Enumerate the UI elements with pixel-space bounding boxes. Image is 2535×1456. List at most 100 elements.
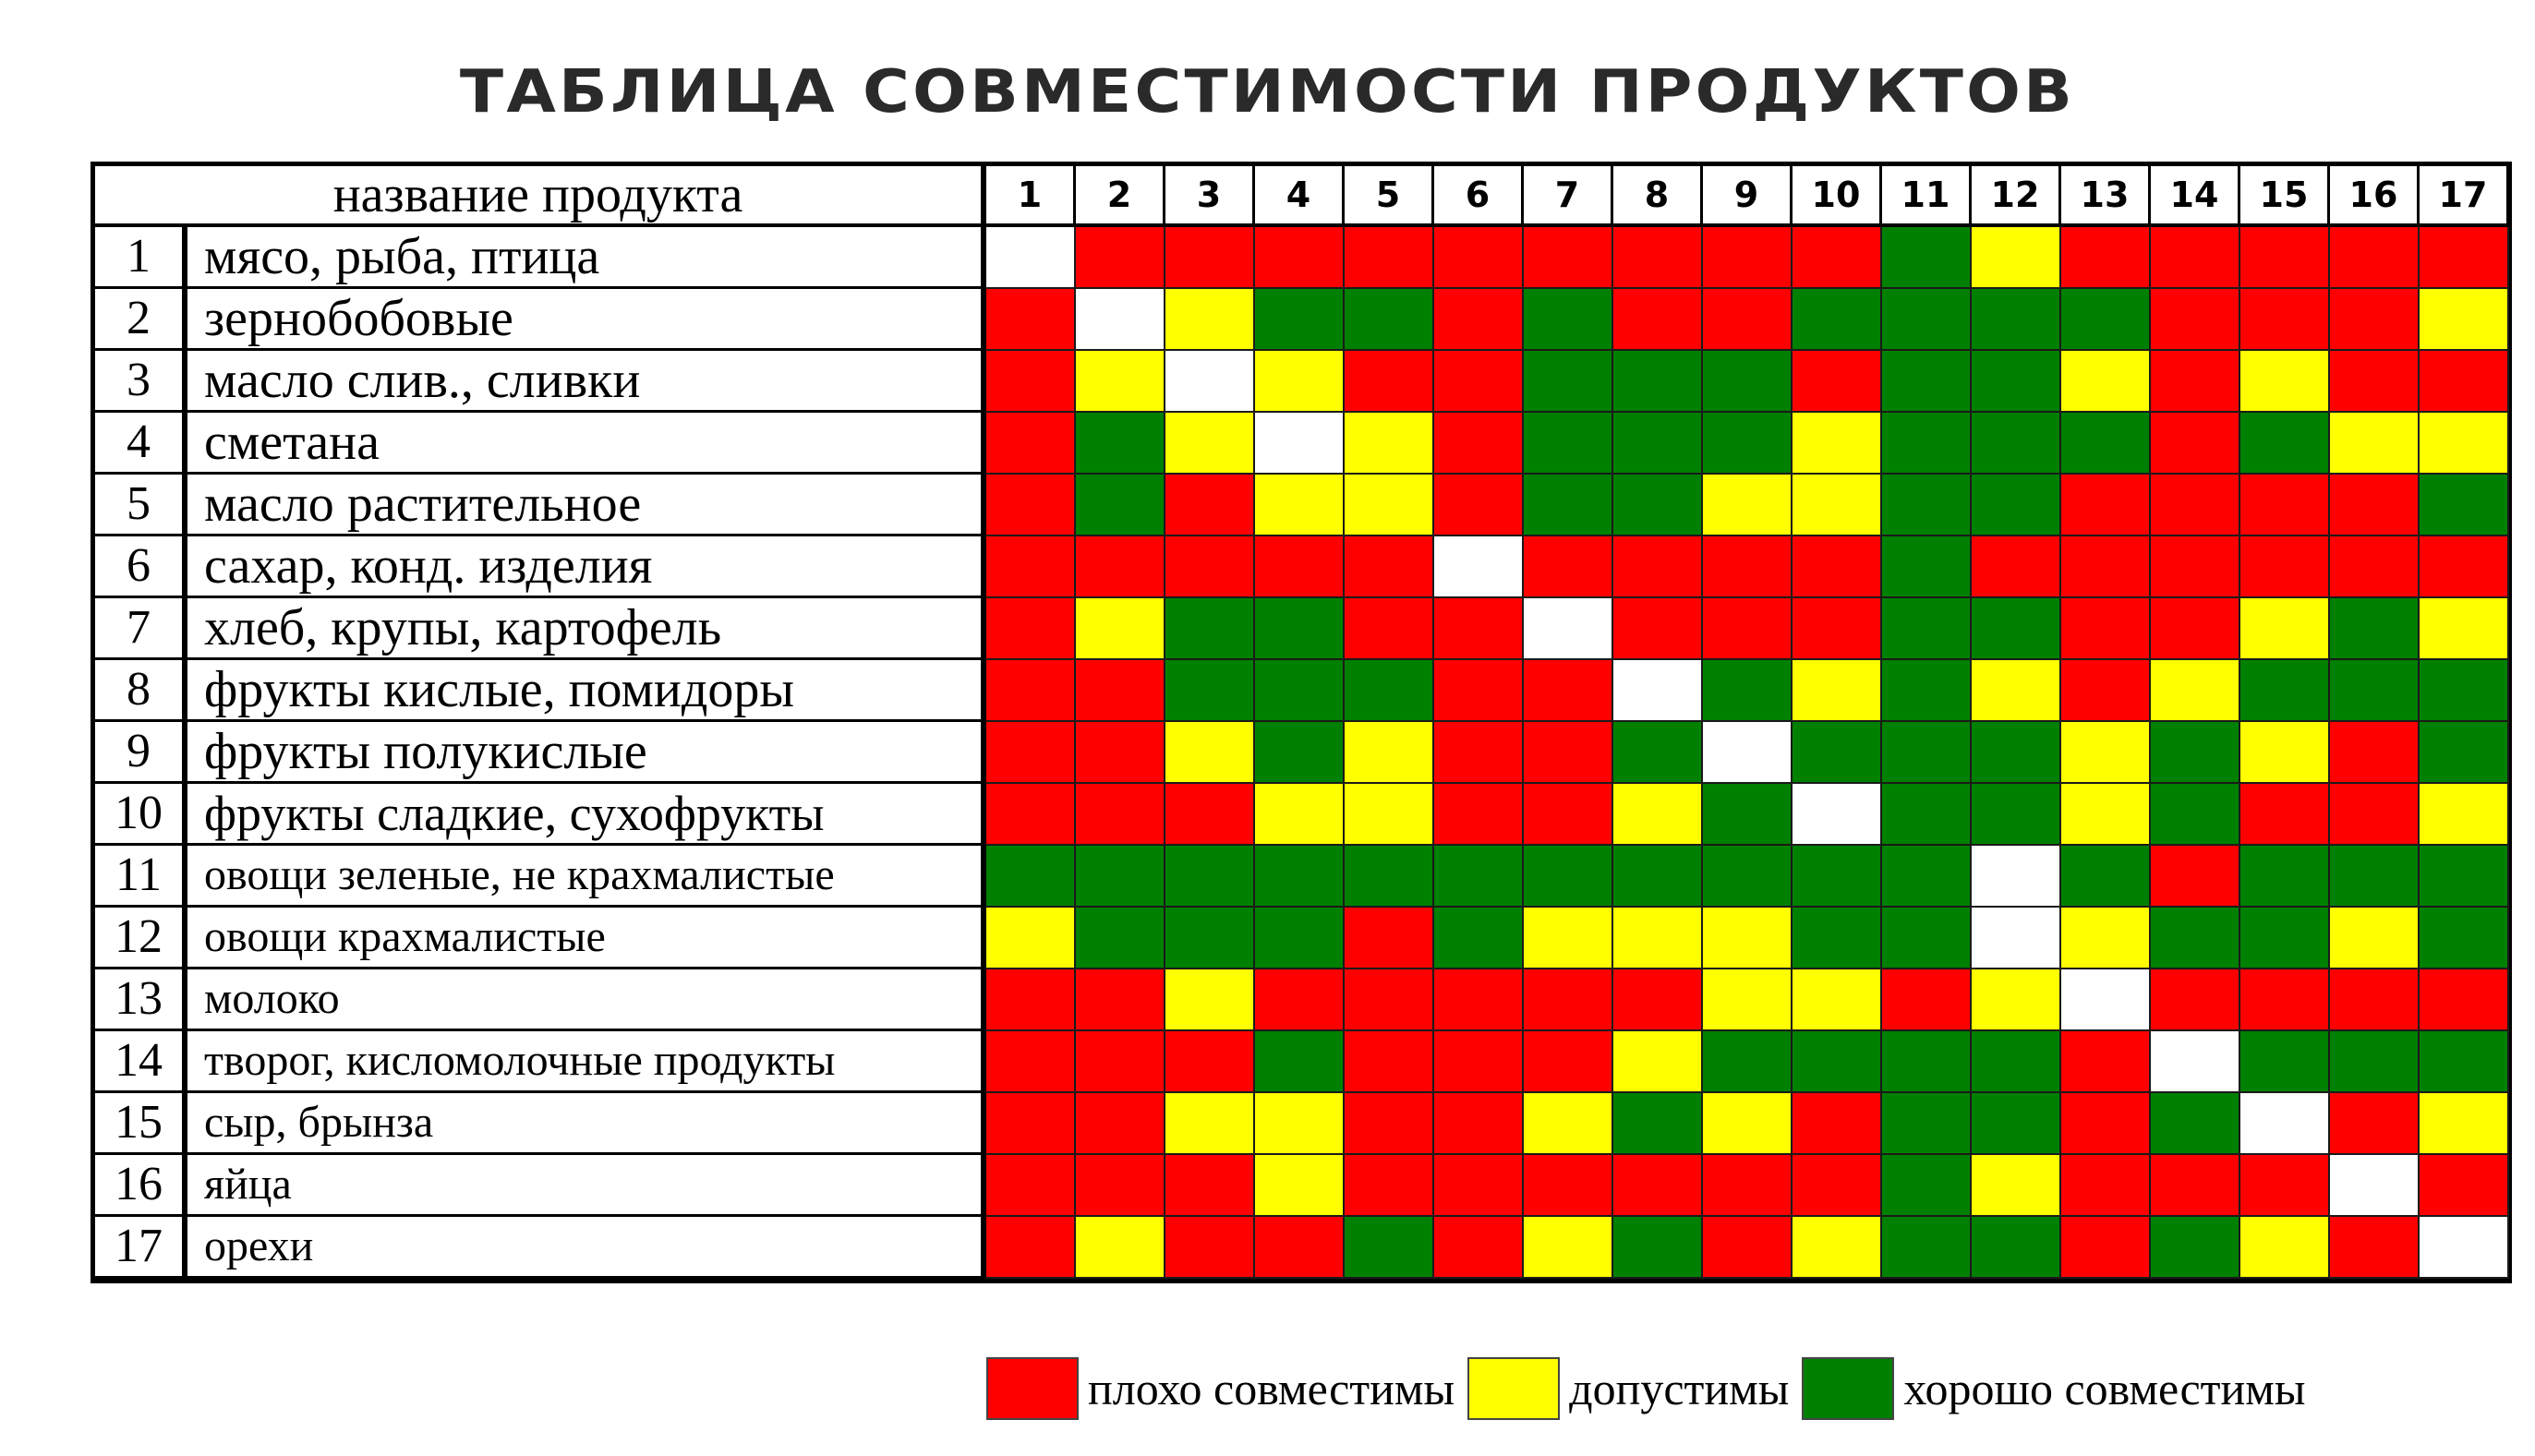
row-product-name: сметана <box>187 413 986 475</box>
compat-cell <box>1524 536 1613 598</box>
compat-cell <box>2061 289 2151 351</box>
compat-cell <box>1613 475 1703 536</box>
compat-cell <box>1882 1217 1972 1279</box>
compat-cell <box>2420 784 2509 846</box>
compat-cell <box>986 969 1076 1031</box>
row-product-name: масло растительное <box>187 475 986 536</box>
compat-cell <box>1793 1217 1882 1279</box>
compat-cell <box>1434 227 1524 289</box>
compat-cell <box>1793 413 1882 475</box>
compat-cell <box>2151 1031 2240 1093</box>
column-header-14: 14 <box>2151 166 2240 227</box>
compat-cell <box>2420 1155 2509 1217</box>
compatibility-table: название продукта 1 2 3 4 5 6 7 8 9 10 11 12 13 14 15 1… <box>91 162 2512 1283</box>
compat-cell <box>1345 908 1434 969</box>
row-number: 15 <box>95 1093 187 1155</box>
compat-cell <box>1524 846 1613 908</box>
legend: плохо совместимы допустимы хорошо совмес… <box>986 1357 2319 1420</box>
compat-cell <box>1972 908 2061 969</box>
compat-cell <box>1255 660 1345 722</box>
compat-cell <box>2330 846 2420 908</box>
compat-cell <box>2240 1093 2330 1155</box>
compat-cell <box>1255 846 1345 908</box>
compat-cell <box>2151 351 2240 413</box>
compat-cell <box>1972 413 2061 475</box>
compat-cell <box>1165 227 1255 289</box>
row-number: 9 <box>95 722 187 784</box>
compat-cell <box>1703 660 1793 722</box>
compat-cell <box>1793 1093 1882 1155</box>
compat-cell <box>1165 413 1255 475</box>
compat-cell <box>1882 722 1972 784</box>
compat-cell <box>1165 475 1255 536</box>
compat-cell <box>1434 475 1524 536</box>
compat-cell <box>2151 1093 2240 1155</box>
compat-cell <box>1972 1155 2061 1217</box>
compat-cell <box>2240 969 2330 1031</box>
compat-cell <box>1524 1031 1613 1093</box>
compat-cell <box>2061 1217 2151 1279</box>
compat-cell <box>1434 351 1524 413</box>
column-header-17: 17 <box>2420 166 2509 227</box>
legend-label-bad: плохо совместимы <box>1088 1363 1455 1414</box>
compat-cell <box>1882 351 1972 413</box>
compat-cell <box>1165 1093 1255 1155</box>
compat-cell <box>1524 722 1613 784</box>
row-number: 10 <box>95 784 187 846</box>
compat-cell <box>1076 1031 1165 1093</box>
compat-cell <box>2240 846 2330 908</box>
compat-cell <box>2151 660 2240 722</box>
compat-cell <box>1972 598 2061 660</box>
compat-cell <box>2151 1155 2240 1217</box>
compat-cell <box>1972 1031 2061 1093</box>
compat-cell <box>1972 536 2061 598</box>
compat-cell <box>2151 969 2240 1031</box>
compat-cell <box>1165 660 1255 722</box>
row-product-name: хлеб, крупы, картофель <box>187 598 986 660</box>
compat-cell <box>2420 660 2509 722</box>
compat-cell <box>1703 598 1793 660</box>
compat-cell <box>2330 351 2420 413</box>
compat-cell <box>1703 722 1793 784</box>
compat-cell <box>986 784 1076 846</box>
compat-cell <box>1882 598 1972 660</box>
compat-cell <box>1434 660 1524 722</box>
compat-cell <box>2061 413 2151 475</box>
compat-cell <box>1882 227 1972 289</box>
compat-cell <box>1345 784 1434 846</box>
compat-cell <box>1613 660 1703 722</box>
compat-cell <box>986 660 1076 722</box>
compat-cell <box>2240 1217 2330 1279</box>
compat-cell <box>2240 1031 2330 1093</box>
compat-cell <box>1972 1217 2061 1279</box>
compat-cell <box>986 351 1076 413</box>
compat-cell <box>1793 536 1882 598</box>
compat-cell <box>1434 536 1524 598</box>
page-title: ТАБЛИЦА СОВМЕСТИМОСТИ ПРОДУКТОВ <box>459 58 2076 126</box>
compat-cell <box>2240 536 2330 598</box>
row-product-name: овощи зеленые, не крахмалистые <box>187 846 986 908</box>
row-product-name: сахар, конд. изделия <box>187 536 986 598</box>
compat-cell <box>1972 351 2061 413</box>
row-product-name: молоко <box>187 969 986 1031</box>
compat-cell <box>1613 289 1703 351</box>
compat-cell <box>1703 846 1793 908</box>
compat-cell <box>1793 722 1882 784</box>
column-header-2: 2 <box>1076 166 1165 227</box>
compat-cell <box>1613 227 1703 289</box>
compat-cell <box>1345 413 1434 475</box>
column-header-1: 1 <box>986 166 1076 227</box>
compat-cell <box>1165 598 1255 660</box>
compat-cell <box>986 289 1076 351</box>
compat-cell <box>1076 722 1165 784</box>
compat-cell <box>2240 351 2330 413</box>
legend-label-ok: допустимы <box>1569 1363 1790 1414</box>
compat-cell <box>2151 413 2240 475</box>
legend-swatch-bad <box>986 1357 1079 1420</box>
compat-cell <box>2420 413 2509 475</box>
compat-cell <box>2061 1155 2151 1217</box>
compat-cell <box>2061 536 2151 598</box>
compat-cell <box>1076 846 1165 908</box>
compat-cell <box>2330 660 2420 722</box>
row-number: 11 <box>95 846 187 908</box>
